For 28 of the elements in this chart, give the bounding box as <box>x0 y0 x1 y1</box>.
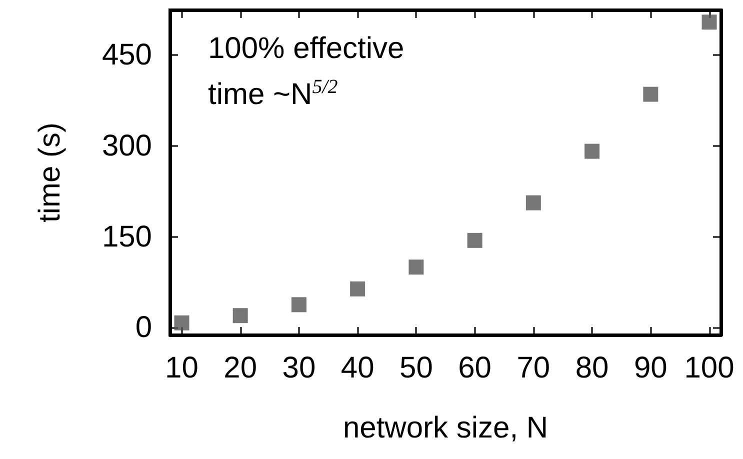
point <box>232 308 248 324</box>
point <box>174 315 190 330</box>
point <box>702 14 717 30</box>
x-tick-label: 70 <box>516 352 550 384</box>
y-tick-label: 450 <box>102 38 152 72</box>
point <box>526 195 541 210</box>
x-tick-label: 90 <box>634 352 668 384</box>
y-tick-label: 150 <box>102 220 152 254</box>
annotation: 100% effective <box>208 31 404 67</box>
annotation: time ~N$^{5/2}$ <box>208 75 339 113</box>
x-tick-label: 100 <box>684 352 734 384</box>
x-tick-label: 80 <box>575 352 609 384</box>
x-tick-label: 50 <box>400 352 433 384</box>
x-tick-label: 60 <box>458 352 492 384</box>
x-tick-label: 30 <box>282 352 316 384</box>
point <box>584 144 600 159</box>
x-tick-label: 10 <box>165 352 198 384</box>
y-axis-title: time (s) <box>34 122 66 222</box>
point <box>643 86 658 102</box>
point <box>291 297 306 312</box>
point <box>408 260 424 275</box>
point <box>467 232 482 248</box>
y-tick-label: 0 <box>135 311 152 344</box>
x-tick-label: 40 <box>340 352 374 384</box>
x-axis-title: network size, N <box>342 412 548 444</box>
y-tick-label: 300 <box>102 129 152 162</box>
point <box>350 281 366 296</box>
x-tick-label: 20 <box>224 352 258 384</box>
